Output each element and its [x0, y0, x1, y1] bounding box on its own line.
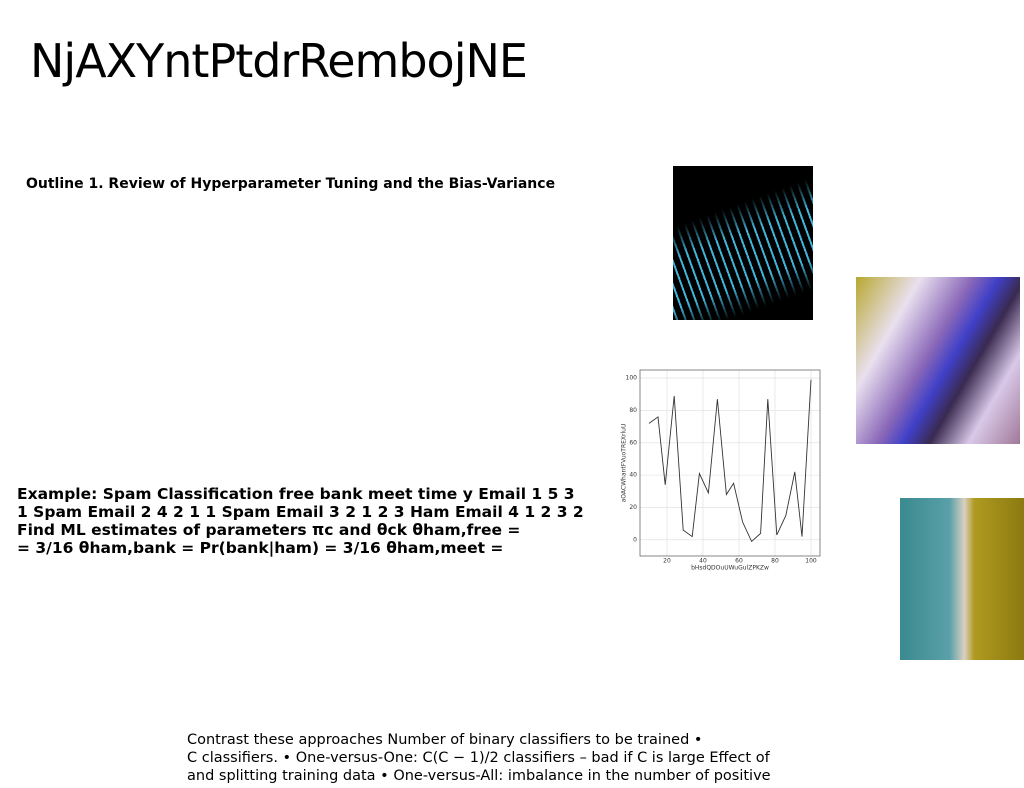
x-tick-label: 60	[735, 558, 743, 565]
x-tick-label: 20	[663, 558, 671, 565]
y-tick-label: 20	[629, 504, 637, 511]
wave-image	[673, 166, 813, 320]
y-tick-label: 80	[629, 407, 637, 414]
text-line: C classifiers. • One-versus-One: C(C − 1…	[187, 750, 770, 766]
x-tick-label: 100	[805, 558, 817, 565]
y-tick-label: 0	[633, 536, 637, 543]
contrast-text: Contrast these approaches Number of bina…	[187, 731, 771, 785]
x-tick-label: 40	[699, 558, 707, 565]
text-line: 1 Spam Email 2 4 2 1 1 Spam Email 3 2 1 …	[17, 503, 584, 521]
text-line: and splitting training data • One-versus…	[187, 768, 771, 784]
text-line: Find ML estimates of parameters πc and θ…	[17, 521, 521, 539]
y-tick-label: 100	[626, 375, 638, 382]
y-tick-label: 40	[629, 472, 637, 479]
example-text: Example: Spam Classification free bank m…	[17, 485, 584, 557]
text-line: = 3/16 θham,bank = Pr(bank|ham) = 3/16 θ…	[17, 539, 504, 557]
blur-image	[856, 277, 1020, 444]
slide-title: NjAXYntPtdrRembojNE	[30, 34, 528, 88]
text-line: Contrast these approaches Number of bina…	[187, 732, 703, 748]
data-line	[648, 379, 812, 543]
y-tick-label: 60	[629, 439, 637, 446]
x-axis-label: bHsdQDOuUWuGulZPKZw	[691, 565, 769, 572]
x-tick-label: 80	[771, 558, 779, 565]
y-axis-label: aOACWhantFVuoTREXrluU	[621, 424, 628, 503]
outline-text: Outline 1. Review of Hyperparameter Tuni…	[26, 176, 556, 192]
aerial-image	[900, 498, 1024, 660]
plot-frame	[639, 369, 821, 557]
text-line: Example: Spam Classification free bank m…	[17, 485, 575, 503]
